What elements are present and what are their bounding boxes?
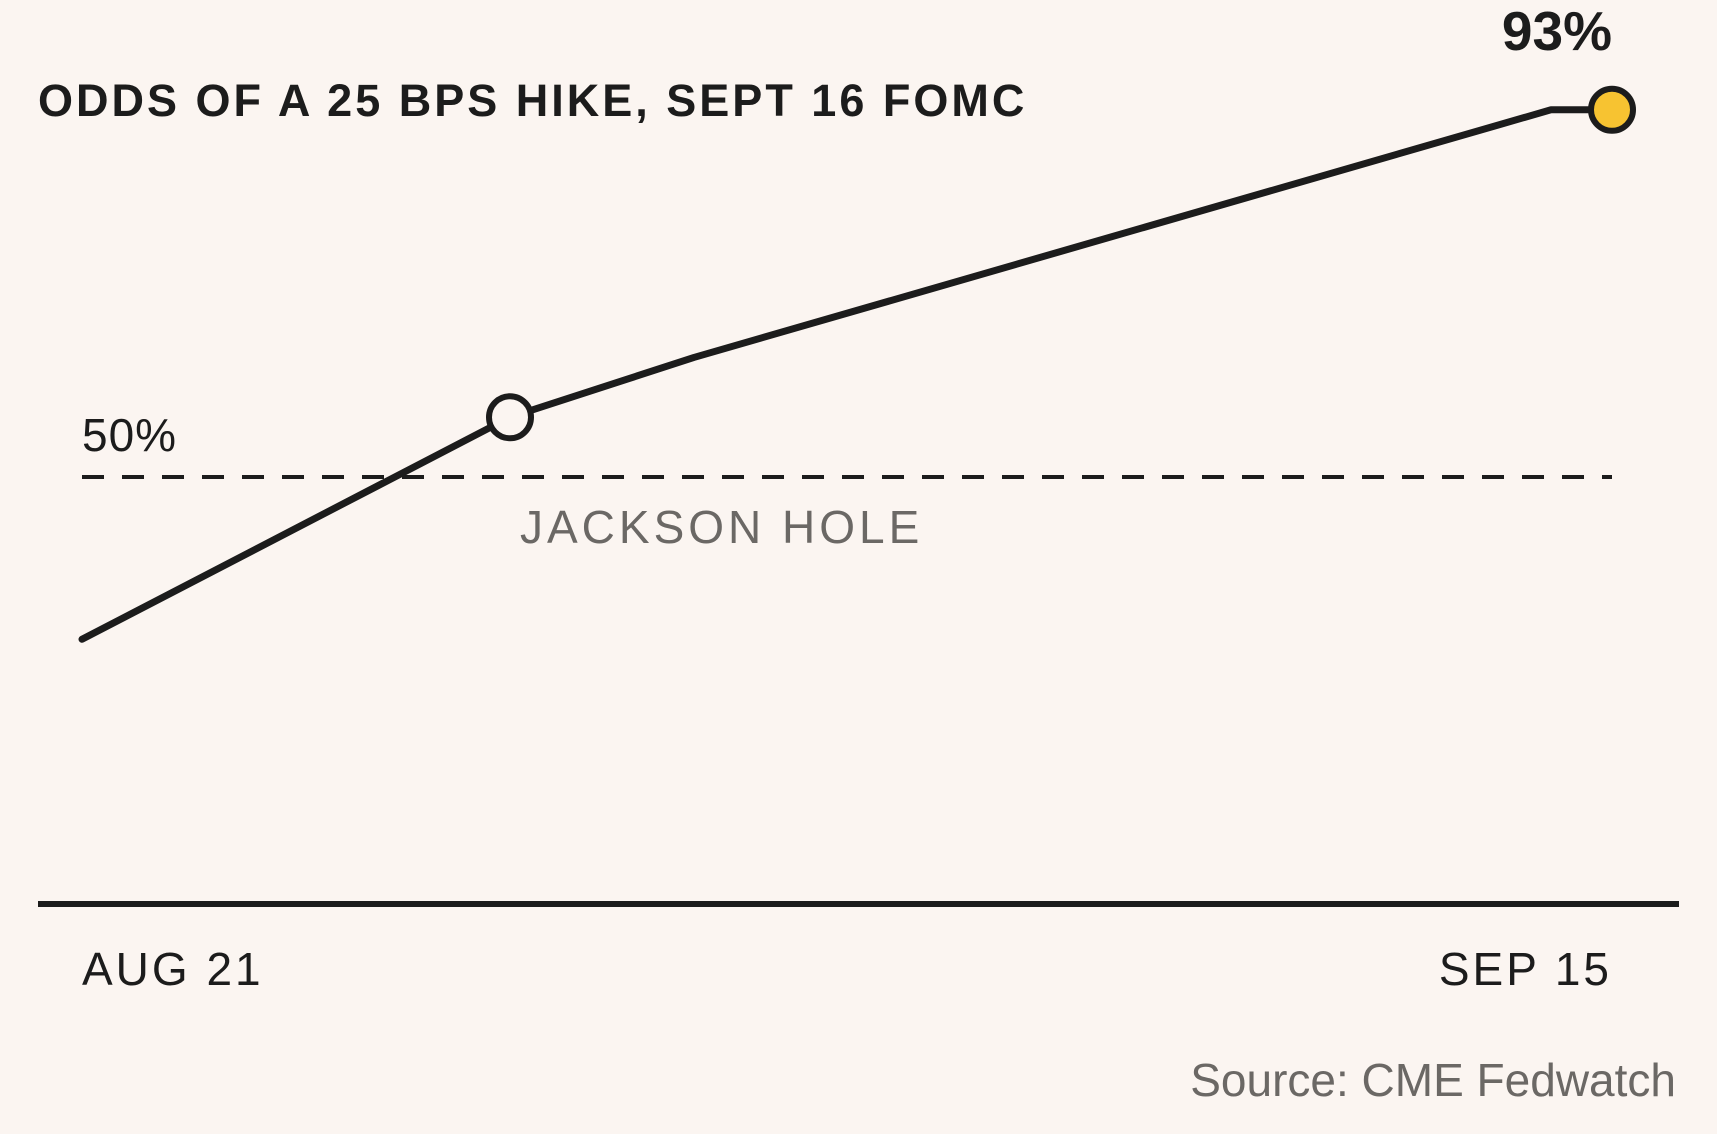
jackson-hole-marker: [486, 393, 534, 442]
x-tick-label-start: AUG 21: [82, 943, 264, 995]
last-value-marker: [1588, 85, 1636, 134]
chart-title: ODDS OF A 25 BPS HIKE, SEPT 16 FOMC: [38, 75, 1027, 126]
annotation-jackson-hole: JACKSON HOLE: [520, 501, 923, 553]
data-points: [486, 85, 1636, 442]
x-tick-label-end: SEP 15: [1439, 943, 1612, 995]
series-line: [78, 106, 1616, 643]
reference-line-label: 50%: [82, 409, 177, 461]
source-note: Source: CME Fedwatch: [1190, 1054, 1676, 1106]
annotation-last-value: 93%: [1502, 0, 1612, 62]
